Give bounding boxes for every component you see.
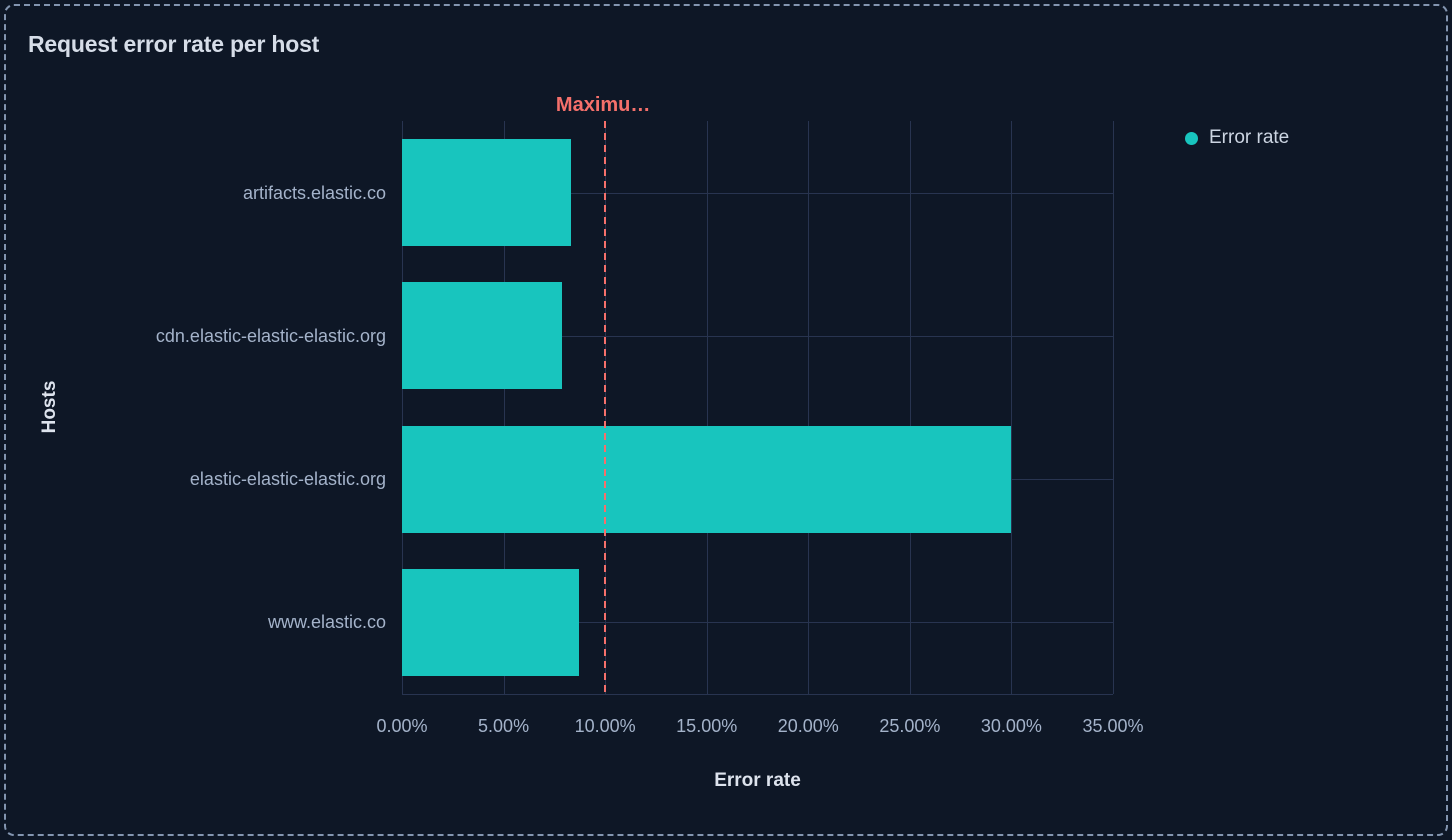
panel-title: Request error rate per host <box>28 31 320 58</box>
x-gridline <box>808 121 810 694</box>
x-tick-label: 20.00% <box>777 716 839 736</box>
x-tick-label: 25.00% <box>879 716 941 736</box>
bar-cdn.elastic-elastic-elastic.org[interactable] <box>402 282 563 390</box>
y-category-label: www.elastic.co <box>267 612 386 633</box>
legend-item-label: Error rate <box>1209 127 1290 148</box>
x-tick-label: 10.00% <box>574 716 636 736</box>
bar-elastic-elastic-elastic.org[interactable] <box>402 425 1012 533</box>
y-gridline <box>402 335 1113 337</box>
y-axis-title: Hosts <box>39 380 60 434</box>
y-category-label: elastic-elastic-elastic.org <box>189 469 386 490</box>
y-gridline <box>402 192 1113 194</box>
x-gridline <box>706 121 708 694</box>
legend-item-error-rate[interactable]: Error rate <box>1185 127 1289 149</box>
x-tick-label: 5.00% <box>478 716 530 736</box>
x-gridline <box>1011 121 1013 694</box>
x-tick-label: 0.00% <box>376 716 428 736</box>
x-tick-label: 15.00% <box>676 716 738 736</box>
legend-color-dot-icon <box>1185 131 1198 145</box>
x-gridline <box>402 121 403 694</box>
x-gridline <box>1113 121 1114 694</box>
bar-artifacts.elastic.co[interactable] <box>402 139 571 247</box>
x-gridline <box>503 121 505 694</box>
x-axis-line <box>402 694 1113 695</box>
bar-www.elastic.co[interactable] <box>402 568 579 676</box>
y-category-label: cdn.elastic-elastic-elastic.org <box>155 325 386 346</box>
x-tick-label: 30.00% <box>980 716 1042 736</box>
x-axis-title: Error rate <box>714 770 801 791</box>
x-tick-label: 35.00% <box>1082 716 1144 736</box>
threshold-annotation-line <box>604 121 607 694</box>
y-category-label: artifacts.elastic.co <box>242 182 386 203</box>
y-gridline <box>402 622 1113 624</box>
x-gridline <box>909 121 911 694</box>
threshold-annotation-label: Maximu… <box>555 94 651 116</box>
